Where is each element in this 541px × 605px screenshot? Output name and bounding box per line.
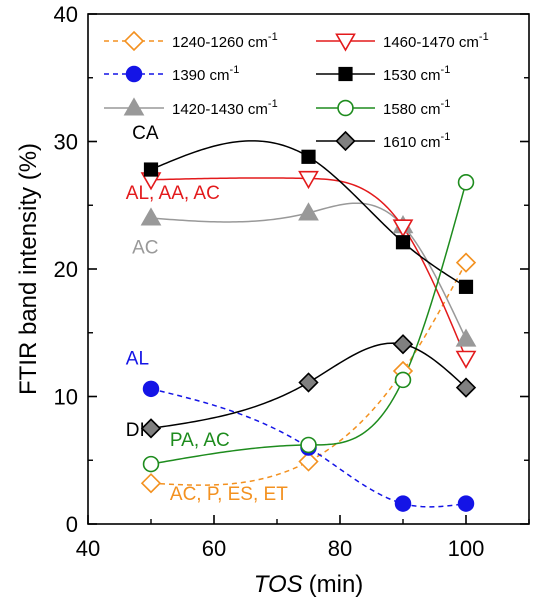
marker-triangle-up — [123, 97, 145, 116]
annotation-label: AL — [126, 349, 149, 370]
marker-diamond — [140, 473, 162, 494]
marker-triangle-down — [392, 219, 414, 238]
data-markers — [140, 149, 477, 512]
marker-square — [395, 235, 411, 250]
marker-square — [301, 149, 316, 164]
marker-diamond — [140, 418, 162, 439]
legend-label-sup: -1 — [230, 64, 240, 76]
legend-label-text: 1420-1430 cm — [172, 101, 268, 118]
legend-label-text: 1390 cm — [172, 67, 230, 84]
y-tick-label: 0 — [66, 512, 78, 537]
legend-label: 1460-1470 cm-1 — [383, 31, 489, 51]
x-tick-label: 80 — [328, 536, 352, 561]
legend-label-text: 1580 cm — [383, 101, 441, 118]
annotation-label: CA — [132, 123, 159, 144]
y-tick-label: 40 — [54, 2, 78, 27]
axis-ticks: 40 60 80 100 0 10 20 30 40 — [54, 2, 530, 561]
legend-label: 1530 cm-1 — [383, 64, 450, 84]
x-tick-label: 40 — [76, 536, 100, 561]
marker-circle — [394, 371, 412, 389]
legend-label: 1580 cm-1 — [383, 98, 450, 118]
marker-diamond — [335, 130, 356, 152]
marker-triangle-down — [455, 350, 477, 369]
marker-square — [338, 66, 353, 82]
marker-circle — [300, 436, 317, 454]
legend-label: 1390 cm-1 — [172, 64, 239, 84]
marker-triangle-up — [298, 202, 319, 221]
marker-circle — [125, 65, 143, 83]
marker-diamond — [123, 30, 145, 52]
legend-label: 1610 cm-1 — [383, 131, 450, 151]
legend-label-text: 1460-1470 cm — [383, 34, 479, 51]
annotation-label: AC — [132, 238, 158, 259]
legend-label-sup: -1 — [441, 98, 451, 110]
marker-diamond — [298, 451, 319, 472]
marker-circle — [142, 455, 160, 473]
y-tick-label: 30 — [54, 130, 78, 155]
legend-label: 1420-1430 cm-1 — [172, 98, 278, 118]
marker-diamond — [455, 377, 477, 398]
marker-triangle-down — [298, 170, 319, 190]
marker-triangle-up — [455, 328, 477, 347]
marker-circle — [142, 380, 160, 398]
y-tick-label: 10 — [54, 385, 78, 410]
legend-label-text: 1530 cm — [383, 67, 441, 84]
marker-circle — [457, 495, 475, 512]
marker-triangle-up — [140, 207, 162, 226]
marker-diamond — [392, 334, 414, 355]
annotation-label: DI — [126, 420, 145, 441]
fit-curve — [150, 388, 467, 508]
marker-circle — [394, 495, 412, 512]
annotation-label: AC, P, ES, ET — [170, 484, 288, 505]
legend-label-sup: -1 — [441, 64, 451, 76]
x-axis-title-italic: TOS — [254, 571, 303, 598]
fit-curve — [150, 182, 467, 465]
annotation-label: AL, AA, AC — [126, 183, 220, 204]
marker-diamond — [455, 252, 477, 273]
legend-label-text: 1240-1260 cm — [172, 34, 268, 51]
x-axis-title: TOS (min) — [254, 571, 364, 598]
legend-label: 1240-1260 cm-1 — [172, 31, 278, 51]
x-tick-label: 60 — [202, 536, 226, 561]
fit-curve — [150, 202, 467, 340]
x-axis-title-unit: (min) — [309, 571, 364, 598]
y-axis-title: FTIR band intensity (%) — [15, 143, 42, 395]
legend-label-sup: -1 — [268, 98, 278, 110]
marker-triangle-down — [335, 33, 356, 52]
marker-diamond — [298, 372, 319, 393]
marker-circle — [337, 99, 354, 117]
marker-circle — [457, 174, 475, 191]
marker-square — [143, 162, 159, 177]
legend-label-text: 1610 cm — [383, 134, 441, 151]
annotation-label: PA, AC — [170, 430, 230, 451]
y-tick-label: 20 — [54, 257, 78, 282]
annotations: CA AL, AA, AC AC AL DI PA, AC AC, P, ES, ET — [126, 123, 288, 505]
legend-label-sup: -1 — [268, 31, 278, 43]
legend-label-sup: -1 — [441, 131, 451, 143]
x-tick-label: 100 — [448, 536, 485, 561]
legend-label-sup: -1 — [479, 31, 489, 43]
marker-square — [458, 279, 474, 294]
